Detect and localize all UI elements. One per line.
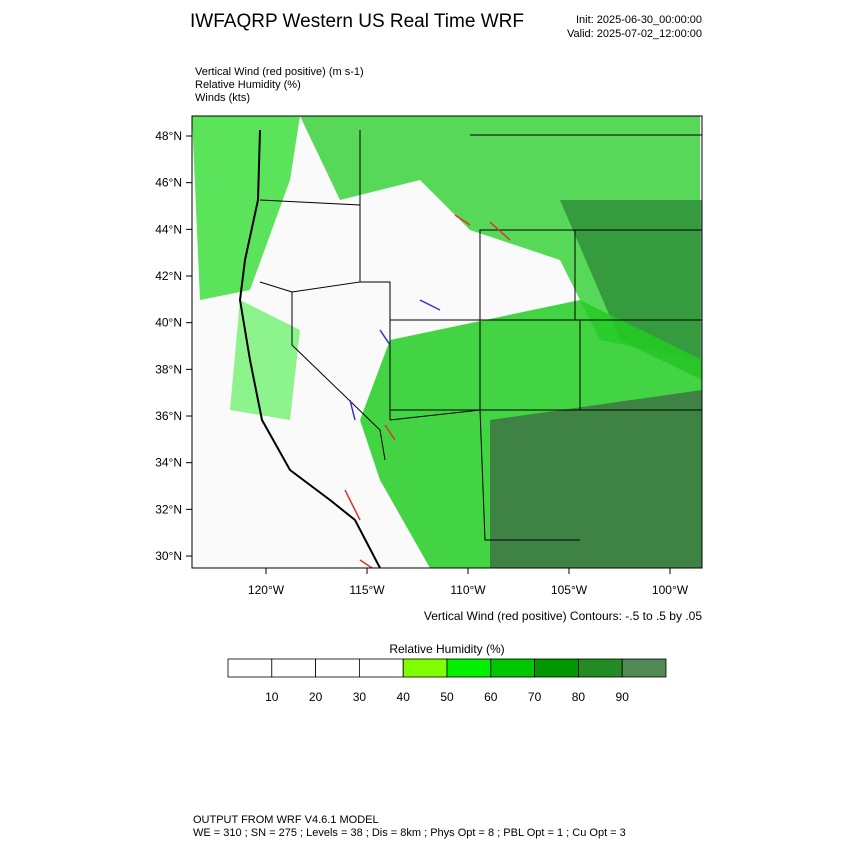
lat-label: 44°N <box>155 222 182 236</box>
lon-label: 115°W <box>349 583 385 597</box>
lat-label: 34°N <box>155 456 182 470</box>
colorbar-label: 30 <box>353 690 367 704</box>
colorbar-box <box>402 658 448 678</box>
colorbar-box <box>315 658 360 678</box>
colorbar-box <box>621 658 667 678</box>
lat-label: 48°N <box>155 129 182 143</box>
field-label: Winds (kts) <box>195 92 250 104</box>
contour-note: Vertical Wind (red positive) Contours: -… <box>424 609 702 623</box>
colorbar-label: 10 <box>265 690 279 704</box>
lat-label: 38°N <box>155 362 182 376</box>
lat-axis: 48°N 46°N 44°N 42°N 40°N 38°N 36°N 34°N 32°N 30°N <box>155 129 192 563</box>
lat-label: 36°N <box>155 409 182 423</box>
colorbar-box <box>490 658 535 678</box>
colorbar-title: Relative Humidity (%) <box>389 642 504 656</box>
colorbar-box <box>534 658 579 678</box>
lat-label: 40°N <box>155 316 182 330</box>
lon-label: 100°W <box>652 583 689 597</box>
footer-line: WE = 310 ; SN = 275 ; Levels = 38 ; Dis … <box>193 827 626 839</box>
lat-label: 42°N <box>155 269 182 283</box>
lat-label: 46°N <box>155 176 182 190</box>
colorbar-label: 20 <box>309 690 323 704</box>
colorbar-box <box>446 658 492 678</box>
init-time: Init: 2025-06-30_00:00:00 <box>576 14 702 26</box>
colorbar-box <box>271 658 316 678</box>
colorbar-label: 60 <box>484 690 498 704</box>
colorbar-box <box>227 658 273 678</box>
colorbar-label: 50 <box>440 690 454 704</box>
lon-label: 110°W <box>450 583 486 597</box>
colorbar-box <box>578 658 623 678</box>
colorbar-box <box>358 658 404 678</box>
lon-axis: 120°W 115°W 110°W 105°W 100°W <box>248 568 689 597</box>
footer-line: OUTPUT FROM WRF V4.6.1 MODEL <box>193 814 379 826</box>
colorbar-label: 40 <box>397 690 411 704</box>
title: IWFAQRP Western US Real Time WRF <box>190 11 524 32</box>
field-label: Relative Humidity (%) <box>195 79 301 91</box>
lat-label: 32°N <box>155 502 182 516</box>
colorbar-label: 90 <box>616 690 630 704</box>
lon-label: 120°W <box>248 583 285 597</box>
colorbar: 10 20 30 40 50 60 70 80 90 <box>227 658 667 704</box>
valid-time: Valid: 2025-07-02_12:00:00 <box>567 28 702 40</box>
field-label: Vertical Wind (red positive) (m s-1) <box>195 66 364 78</box>
lon-label: 105°W <box>551 583 588 597</box>
map: 48°N 46°N 44°N 42°N 40°N 38°N 36°N 34°N 32°N 30°N… <box>155 115 703 597</box>
lat-label: 30°N <box>155 549 182 563</box>
colorbar-label: 70 <box>528 690 542 704</box>
colorbar-label: 80 <box>572 690 586 704</box>
